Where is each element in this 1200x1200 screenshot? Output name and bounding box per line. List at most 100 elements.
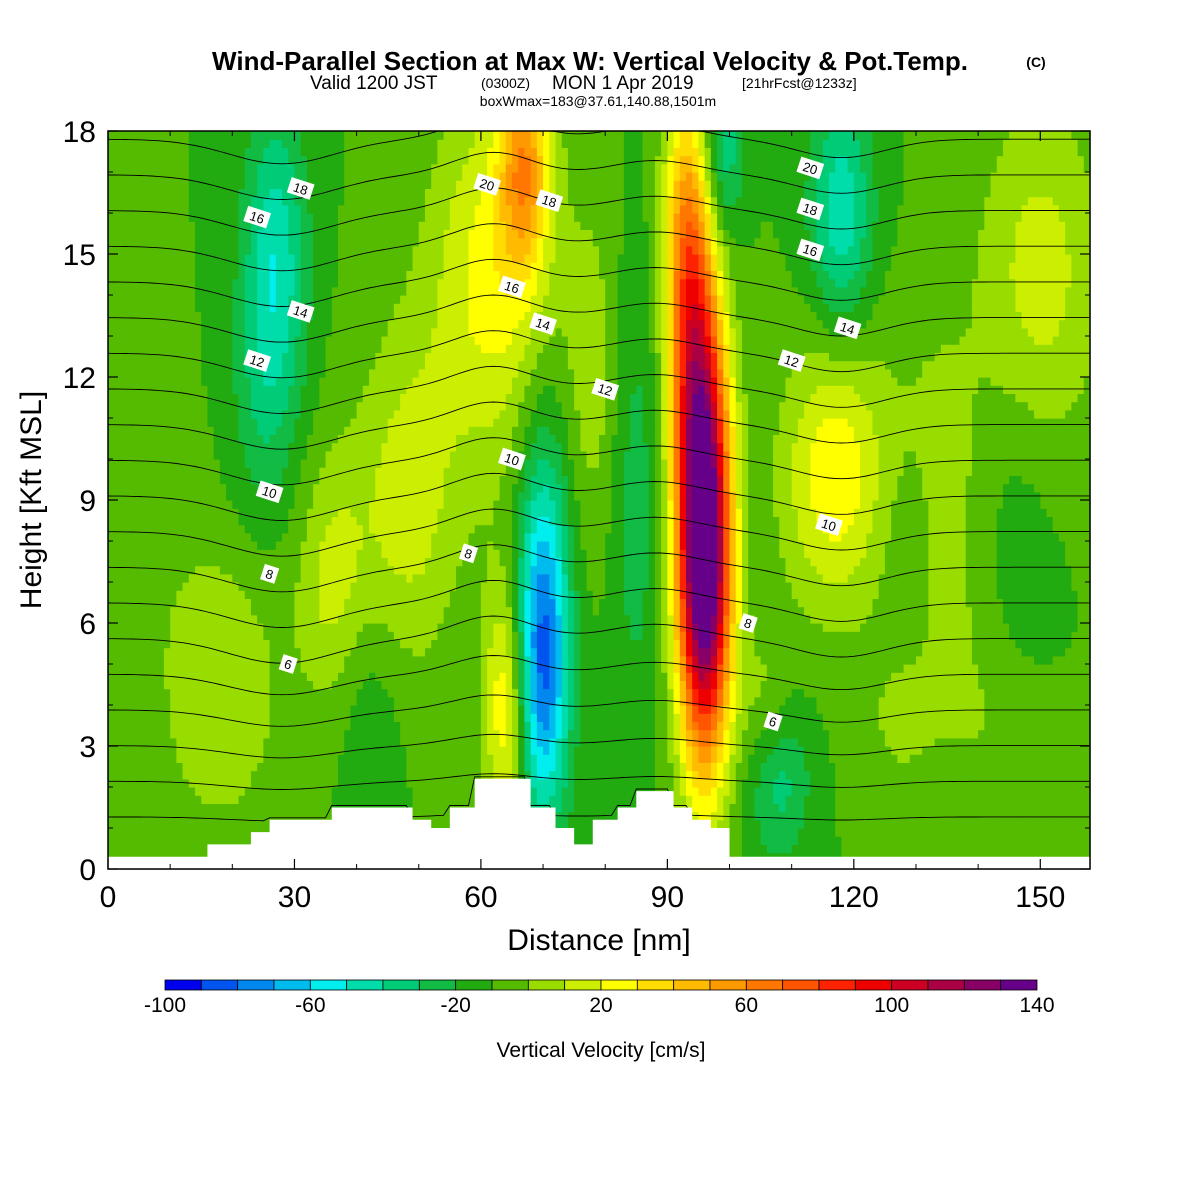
heatmap-cell [934, 655, 942, 665]
heatmap-cell [698, 631, 706, 640]
heatmap-cell [561, 754, 569, 763]
heatmap-cell [1002, 664, 1010, 673]
heatmap-cell [176, 844, 184, 854]
heatmap-cell [636, 606, 644, 616]
heatmap-cell [219, 713, 227, 722]
heatmap-cell [828, 737, 836, 747]
heatmap-cell [456, 705, 463, 714]
heatmap-cell [971, 795, 979, 804]
heatmap-cell [698, 680, 706, 690]
heatmap-cell [362, 680, 370, 690]
heatmap-cell [443, 688, 451, 698]
heatmap-cell [735, 647, 743, 657]
heatmap-cell [866, 803, 874, 813]
heatmap-cell [1040, 688, 1048, 698]
heatmap-cell [928, 737, 936, 747]
heatmap-cell [816, 828, 824, 837]
heatmap-cell [779, 778, 787, 788]
heatmap-cell [188, 647, 196, 657]
heatmap-cell [1077, 754, 1085, 763]
heatmap-cell [686, 639, 693, 649]
heatmap-cell [499, 746, 507, 755]
heatmap-cell [679, 614, 687, 624]
heatmap-cell [822, 803, 830, 813]
heatmap-cell [841, 623, 849, 632]
heatmap-cell [126, 754, 134, 763]
heatmap-cell [456, 762, 463, 772]
heatmap-cell [971, 623, 979, 632]
heatmap-cell [362, 705, 370, 714]
heatmap-cell [990, 836, 998, 845]
heatmap-cell [804, 614, 811, 624]
heatmap-cell [853, 647, 861, 657]
heatmap-cell [797, 737, 805, 747]
heatmap-cell [207, 647, 215, 657]
heatmap-cell [648, 655, 656, 665]
heatmap-cell [1009, 844, 1017, 854]
heatmap-cell [462, 639, 470, 649]
heatmap-cell [841, 688, 849, 698]
heatmap-cell [841, 672, 849, 681]
heatmap-cell [263, 787, 271, 796]
vertical-velocity-heatmap [108, 131, 1091, 870]
heatmap-cell [940, 647, 948, 657]
heatmap-cell [636, 688, 644, 698]
heatmap-cell [860, 672, 867, 681]
heatmap-cell [574, 631, 581, 640]
heatmap-cell [1065, 795, 1072, 804]
heatmap-cell [487, 623, 494, 632]
heatmap-cell [188, 721, 196, 731]
heatmap-cell [145, 688, 153, 698]
heatmap-cell [213, 746, 221, 755]
heatmap-cell [474, 705, 482, 714]
heatmap-cell [630, 631, 637, 640]
heatmap-cell [567, 795, 575, 804]
heatmap-cell [915, 639, 923, 649]
heatmap-cell [1071, 819, 1079, 829]
heatmap-cell [704, 672, 712, 681]
heatmap-cell [443, 713, 451, 722]
heatmap-cell [176, 639, 184, 649]
heatmap-cell [717, 623, 724, 632]
heatmap-cell [157, 647, 165, 657]
heatmap-cell [157, 705, 165, 714]
heatmap-cell [1058, 631, 1066, 640]
heatmap-cell [176, 721, 184, 731]
heatmap-cell [630, 721, 637, 731]
heatmap-cell [1083, 623, 1091, 632]
heatmap-cell [642, 664, 650, 673]
heatmap-cell [717, 737, 724, 747]
heatmap-cell [953, 787, 961, 796]
heatmap-cell [710, 746, 718, 755]
heatmap-cell [282, 688, 289, 698]
heatmap-cell [412, 688, 420, 698]
heatmap-cell [754, 729, 762, 739]
heatmap-cell [698, 696, 706, 706]
heatmap-cell [1052, 737, 1060, 747]
heatmap-cell [375, 655, 383, 665]
heatmap-cell [145, 705, 153, 714]
heatmap-cell [978, 672, 985, 681]
heatmap-cell [400, 787, 407, 796]
heatmap-cell [120, 844, 128, 854]
heatmap-cell [499, 770, 507, 780]
heatmap-cell [108, 819, 115, 829]
heatmap-cell [424, 647, 432, 657]
heatmap-cell [369, 787, 376, 796]
heatmap-cell [170, 737, 177, 747]
heatmap-cell [518, 705, 526, 714]
heatmap-cell [431, 762, 439, 772]
heatmap-cell [406, 754, 414, 763]
heatmap-cell [443, 729, 451, 739]
heatmap-cell [698, 762, 706, 772]
heatmap-cell [493, 606, 501, 616]
heatmap-cell [201, 844, 209, 854]
heatmap-cell [170, 778, 177, 788]
heatmap-cell [735, 688, 743, 698]
heatmap-cell [891, 713, 898, 722]
heatmap-cell [903, 705, 911, 714]
heatmap-cell [574, 639, 581, 649]
heatmap-cell [996, 721, 1004, 731]
heatmap-cell [511, 688, 519, 698]
heatmap-cell [586, 746, 594, 755]
